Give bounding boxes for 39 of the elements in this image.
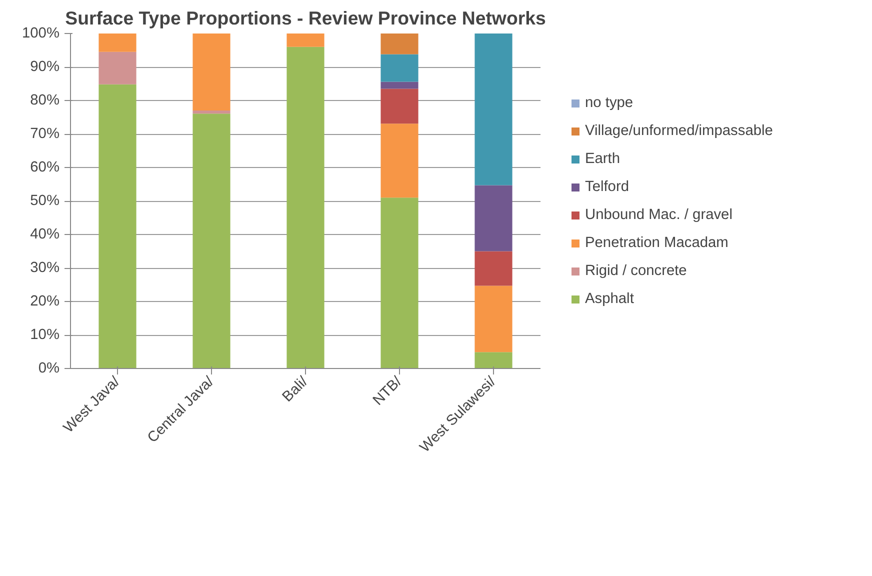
bar <box>380 34 418 54</box>
bar <box>192 114 230 368</box>
y-tick-label: 10% <box>30 327 60 343</box>
bar <box>380 124 418 198</box>
bar <box>474 34 512 186</box>
bar <box>286 46 324 368</box>
y-tick-label: 20% <box>30 294 60 310</box>
legend-label: Telford <box>585 178 629 194</box>
bar <box>474 185 512 252</box>
bar <box>474 352 512 368</box>
bar <box>192 110 230 114</box>
legend-label: Penetration Macadam <box>585 234 728 250</box>
y-tick-label: 80% <box>30 92 60 108</box>
bar <box>380 54 418 82</box>
y-tick-label: 100% <box>22 26 60 42</box>
y-tick-label: 0% <box>38 360 60 376</box>
bar <box>98 84 136 368</box>
legend-label: Village/unformed/impassable <box>585 122 773 138</box>
legend-label: Rigid / concrete <box>585 262 687 278</box>
bar <box>474 286 512 352</box>
y-tick-label: 90% <box>30 59 60 75</box>
y-tick-label: 50% <box>30 193 60 209</box>
legend-label: Asphalt <box>585 290 634 306</box>
bar <box>98 52 136 84</box>
y-tick-label: 40% <box>30 226 60 242</box>
y-tick-label: 30% <box>30 260 60 276</box>
bar <box>98 34 136 52</box>
bar <box>380 198 418 368</box>
bar <box>380 88 418 124</box>
bar <box>474 251 512 286</box>
chart-title: Surface Type Proportions - Review Province Networks <box>65 8 546 28</box>
legend-label: Unbound Mac. / gravel <box>585 206 732 222</box>
bar <box>192 34 230 111</box>
legend-label: Earth <box>585 150 620 166</box>
y-tick-label: 70% <box>30 126 60 142</box>
bar <box>380 82 418 89</box>
bar <box>286 34 324 47</box>
legend-label: no type <box>585 94 634 110</box>
y-tick-label: 60% <box>30 160 60 176</box>
